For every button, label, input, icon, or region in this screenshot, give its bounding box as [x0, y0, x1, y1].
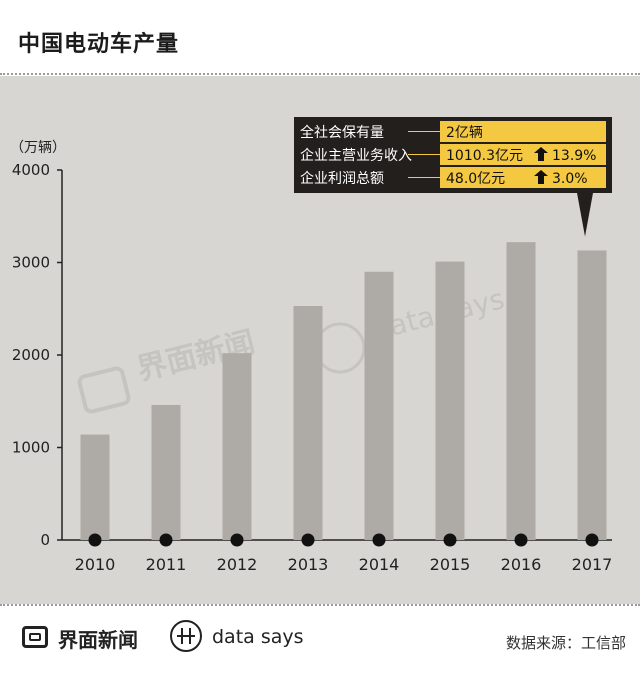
- callout-label: 全社会保有量: [300, 124, 384, 141]
- page-title: 中国电动车产量: [18, 32, 180, 57]
- bar-dot-2013: [301, 533, 315, 547]
- bar-2011: [151, 404, 181, 540]
- callout-value: 2亿辆: [446, 125, 483, 141]
- callout-value-bg: [440, 144, 606, 165]
- bar-dot-2017: [585, 533, 599, 547]
- callout-label: 企业主营业务收入: [300, 147, 412, 164]
- callout-value-bg: [440, 167, 606, 188]
- x-tick-label: 2013: [288, 555, 329, 574]
- y-tick-label: 1000: [12, 439, 50, 457]
- bar-dot-2016: [514, 533, 528, 547]
- bar-dot-2010: [88, 533, 102, 547]
- x-tick-label: 2011: [146, 555, 187, 574]
- bar-dot-2014: [372, 533, 386, 547]
- up-arrow-icon: [534, 170, 548, 184]
- up-arrow-icon: [534, 147, 548, 161]
- x-tick-label: 2014: [359, 555, 400, 574]
- data-source: 数据来源：工信部: [505, 634, 626, 652]
- y-tick-label: 0: [40, 531, 50, 549]
- x-tick-label: 2016: [501, 555, 542, 574]
- bar-2012: [222, 353, 252, 540]
- callout-value: 48.0亿元: [446, 171, 505, 187]
- bar-2017: [577, 250, 607, 540]
- footer: 界面新闻 data says 数据来源：工信部: [0, 618, 640, 668]
- callout-pointer: [577, 193, 593, 237]
- callout-label: 企业利润总额: [300, 170, 384, 187]
- callout-change: 3.0%: [552, 171, 588, 187]
- x-tick-label: 2010: [75, 555, 116, 574]
- data-says-logo-icon: [170, 620, 202, 652]
- footer-data-says: data says: [212, 626, 304, 648]
- y-tick-label: 4000: [12, 161, 50, 179]
- y-tick-label: 3000: [12, 254, 50, 272]
- bar-2016: [506, 242, 536, 540]
- callout-value: 1010.3亿元: [446, 148, 523, 164]
- y-axis-unit-label: （万辆）: [10, 140, 66, 156]
- bottom-dotted-divider: [0, 604, 640, 606]
- bar-2014: [364, 271, 394, 540]
- bar-dot-2015: [443, 533, 457, 547]
- callout-value-bg: [440, 121, 606, 142]
- y-tick-label: 2000: [12, 346, 50, 364]
- callout-change: 13.9%: [552, 148, 596, 164]
- top-dotted-divider: [0, 73, 640, 75]
- watermark-jiemian-icon: [77, 366, 131, 414]
- x-tick-label: 2012: [217, 555, 258, 574]
- x-tick-label: 2017: [572, 555, 613, 574]
- bar-2013: [293, 305, 323, 540]
- x-tick-label: 2015: [430, 555, 471, 574]
- jiemian-logo-icon: [22, 626, 48, 648]
- bar-dot-2012: [230, 533, 244, 547]
- watermark-data-says-icon: [314, 322, 366, 374]
- bar-dot-2011: [159, 533, 173, 547]
- bar-2015: [435, 261, 465, 540]
- bar-2010: [80, 434, 110, 540]
- footer-brand: 界面新闻: [58, 628, 138, 652]
